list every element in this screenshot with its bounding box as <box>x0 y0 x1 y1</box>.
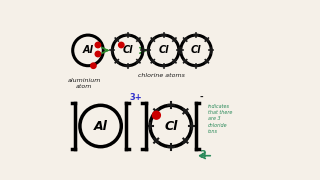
Text: 3+: 3+ <box>129 93 142 102</box>
Text: Cl: Cl <box>122 45 133 55</box>
Circle shape <box>95 42 100 48</box>
Circle shape <box>152 111 160 119</box>
Circle shape <box>95 51 100 57</box>
Circle shape <box>91 63 96 68</box>
Text: 3: 3 <box>200 150 206 160</box>
Text: -: - <box>200 93 203 102</box>
Text: Cl: Cl <box>158 45 169 55</box>
Text: Al: Al <box>83 45 93 55</box>
Circle shape <box>119 42 124 48</box>
Text: Cl: Cl <box>191 45 201 55</box>
Text: Al: Al <box>94 120 108 132</box>
Text: aluminium
atom: aluminium atom <box>68 78 101 89</box>
Text: indicates
that there
are 3
chloride
ions: indicates that there are 3 chloride ions <box>208 104 232 134</box>
Text: Cl: Cl <box>164 120 178 132</box>
Text: chlorine atoms: chlorine atoms <box>138 73 185 78</box>
